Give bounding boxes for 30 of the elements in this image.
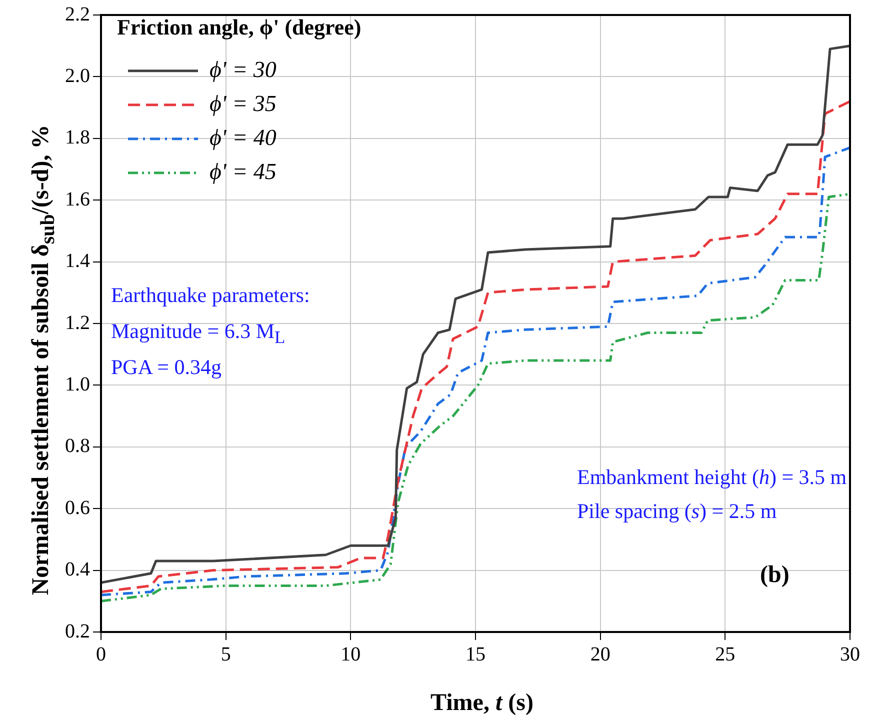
y-tick-label: 1.6 [65, 188, 90, 210]
x-tick-label: 15 [466, 643, 486, 666]
annotation: PGA = 0.34g [111, 355, 222, 380]
y-tick-label: 0.2 [65, 620, 90, 642]
annotation: Pile spacing (s) = 2.5 m [577, 499, 777, 524]
x-tick-label: 20 [590, 643, 610, 666]
y-tick-label: 0.4 [65, 558, 90, 581]
annotation: Magnitude = 6.3 M$_{L}$ [111, 319, 286, 348]
x-tick-label: 30 [840, 643, 860, 666]
legend-label: ϕ' = 35 [210, 90, 276, 116]
y-tick-label: 1.0 [65, 373, 90, 396]
legend-label: ϕ' = 45 [210, 158, 276, 184]
y-tick-label: 2.2 [65, 3, 90, 26]
annotation: Embankment height (h) = 3.5 m [577, 465, 847, 490]
annotation: (b) [760, 562, 790, 589]
legend-label: ϕ' = 30 [210, 56, 277, 82]
y-tick-label: 1.8 [65, 126, 90, 149]
legend-title: Friction angle, ϕ' (degree) [117, 14, 362, 40]
x-tick-label: 0 [96, 643, 106, 666]
y-tick-label: 0.6 [65, 496, 90, 519]
x-tick-label: 25 [715, 643, 736, 666]
legend-label: ϕ' = 40 [210, 124, 277, 150]
x-tick-label: 5 [220, 643, 231, 666]
y-tick-label: 1.2 [65, 312, 90, 334]
y-tick-label: 2.0 [65, 64, 90, 87]
y-tick-label: 1.4 [65, 250, 90, 272]
y-tick-label: 0.8 [65, 435, 90, 458]
x-axis-title: Time, t (s) [430, 690, 534, 717]
x-tick-label: 10 [340, 643, 361, 666]
annotation: Earthquake parameters: [111, 283, 310, 308]
